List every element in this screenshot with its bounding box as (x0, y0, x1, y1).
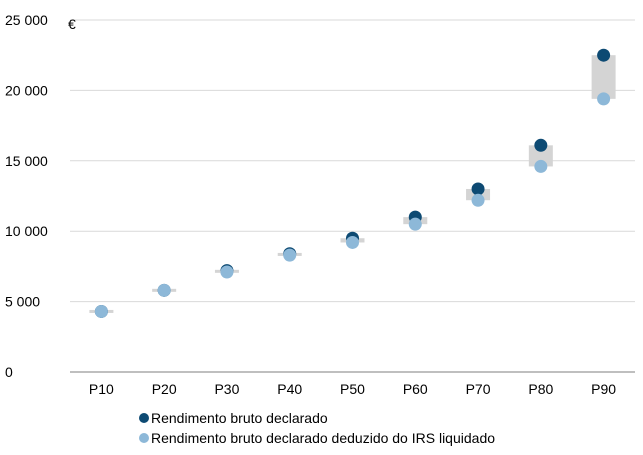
legend-marker-series-2 (139, 433, 149, 443)
x-tick-label-p90: P90 (591, 381, 616, 397)
legend: Rendimento bruto declarado Rendimento br… (139, 410, 495, 446)
unit-label: € (68, 16, 76, 32)
point-series-1-p70 (471, 182, 485, 196)
data-points (94, 48, 611, 318)
y-tick-label-5: 25 000 (5, 12, 48, 28)
x-tick-label-p80: P80 (528, 381, 553, 397)
point-series-2-p70 (471, 193, 485, 207)
point-series-2-p60 (408, 217, 422, 231)
legend-marker-series-1 (139, 413, 149, 423)
point-series-2-p10 (94, 304, 108, 318)
x-tick-label-p10: P10 (89, 381, 114, 397)
gridlines (70, 19, 635, 303)
x-tick-label-p60: P60 (403, 381, 428, 397)
point-series-2-p90 (597, 92, 611, 106)
point-series-2-p40 (283, 248, 297, 262)
point-series-1-p80 (534, 138, 548, 152)
gap-band-p90 (591, 55, 616, 99)
x-tick-label-p70: P70 (466, 381, 491, 397)
y-tick-label-2: 10 000 (5, 223, 48, 239)
y-tick-label-1: 5 000 (5, 294, 40, 310)
axes: 0 5 000 10 000 15 000 20 000 25 000 P10 P20 P30 P… (5, 12, 635, 397)
x-tick-label-p30: P30 (214, 381, 239, 397)
gap-band-p80 (528, 145, 553, 167)
y-tick-label-4: 20 000 (5, 82, 48, 98)
gap-bands (89, 55, 616, 313)
point-series-2-p30 (220, 265, 234, 279)
x-tick-label-p20: P20 (152, 381, 177, 397)
y-tick-label-3: 15 000 (5, 153, 48, 169)
legend-label-series-1: Rendimento bruto declarado (151, 410, 328, 426)
point-series-2-p50 (346, 235, 359, 249)
point-series-2-p20 (157, 283, 171, 297)
x-tick-label-p50: P50 (340, 381, 365, 397)
legend-label-series-2: Rendimento bruto declarado deduzido do I… (151, 430, 495, 446)
point-series-2-p80 (534, 159, 548, 173)
y-tick-label-0: 0 (5, 364, 13, 380)
x-tick-label-p40: P40 (277, 381, 302, 397)
point-series-1-p90 (597, 48, 611, 62)
